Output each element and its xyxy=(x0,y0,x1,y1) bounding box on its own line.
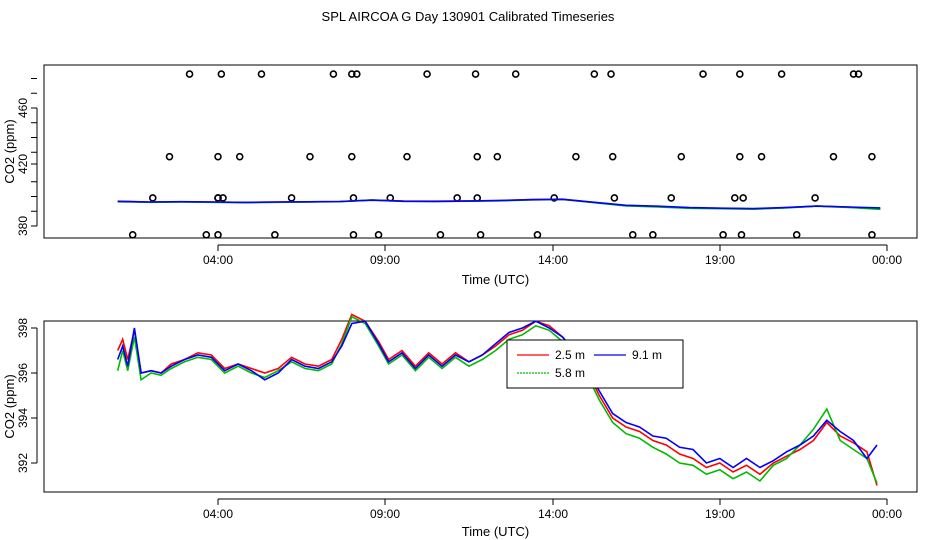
cal-point xyxy=(214,231,222,239)
x-tick-label: 00:00 xyxy=(872,253,902,267)
series-line-9-1-m xyxy=(117,198,881,210)
cal-point xyxy=(829,152,838,161)
cal-point xyxy=(719,231,727,239)
panel-overview: 04:00 09:00 14:00 19:00 00:00 Time (UTC) 380 42… xyxy=(2,64,918,287)
cal-point xyxy=(165,152,174,161)
cal-point xyxy=(471,70,480,78)
x-axis-label: Time (UTC) xyxy=(462,272,529,287)
cal-point xyxy=(214,152,222,161)
y-axis-label: CO2 (ppm) xyxy=(2,374,17,438)
cal-point xyxy=(737,231,746,239)
cal-point xyxy=(493,152,502,161)
cal-point xyxy=(731,194,739,202)
cal-point xyxy=(550,194,558,202)
y-tick-label: 420 xyxy=(16,154,30,174)
cal-point xyxy=(757,152,766,161)
cal-point xyxy=(868,231,876,239)
cal-point xyxy=(403,152,411,161)
x-tick-label: 09:00 xyxy=(370,253,400,267)
legend-label: 9.1 m xyxy=(632,348,662,362)
cal-point xyxy=(453,194,461,202)
cal-point xyxy=(854,70,863,78)
cal-point xyxy=(739,194,747,202)
cal-point xyxy=(511,70,520,78)
cal-point xyxy=(271,231,279,239)
x-tick-label: 04:00 xyxy=(203,253,233,267)
x-tick-label: 19:00 xyxy=(705,253,735,267)
cal-point xyxy=(185,70,194,78)
y-tick-label: 396 xyxy=(16,363,30,383)
cal-point xyxy=(306,152,314,161)
cal-point xyxy=(792,231,801,239)
series-line-2-5-m xyxy=(116,313,878,486)
cal-point xyxy=(533,231,542,239)
cal-point xyxy=(608,152,617,161)
cal-point xyxy=(347,152,356,161)
legend-label: 5.8 m xyxy=(555,366,585,380)
y-axis-label: CO2 (ppm) xyxy=(2,119,17,183)
y-tick-label: 398 xyxy=(16,318,30,338)
x-tick-label: 14:00 xyxy=(538,507,568,521)
cal-point xyxy=(849,70,858,78)
legend-label: 2.5 m xyxy=(555,348,585,362)
cal-point xyxy=(347,70,356,78)
x-tick-label: 19:00 xyxy=(705,507,735,521)
x-tick-label: 14:00 xyxy=(538,253,568,267)
cal-point xyxy=(610,194,619,202)
y-tick-label: 394 xyxy=(16,408,30,428)
cal-point xyxy=(329,70,338,78)
cal-point xyxy=(473,152,482,161)
chart-title: SPL AIRCOA G Day 130901 Calibrated Times… xyxy=(321,9,615,24)
cal-point xyxy=(699,70,707,78)
cal-point xyxy=(257,70,266,78)
cal-point xyxy=(287,194,296,202)
y-tick-label: 460 xyxy=(16,98,30,118)
cal-point xyxy=(590,70,599,78)
cal-point xyxy=(219,194,227,202)
cal-point xyxy=(649,231,657,239)
cal-point xyxy=(217,70,226,78)
cal-point xyxy=(128,231,137,239)
plot-frame xyxy=(43,320,918,493)
cal-point xyxy=(214,194,222,202)
cal-point xyxy=(349,231,358,239)
cal-point xyxy=(235,152,244,161)
cal-point xyxy=(736,152,744,161)
series-line-5-8-m xyxy=(116,315,878,484)
plot-frame xyxy=(43,64,918,239)
cal-point xyxy=(667,194,676,202)
legend-box xyxy=(506,339,684,389)
cal-point xyxy=(677,152,686,161)
cal-point xyxy=(374,231,383,239)
cal-point xyxy=(353,70,361,78)
cal-point xyxy=(607,70,615,78)
cal-point xyxy=(148,194,157,202)
cal-point xyxy=(436,231,445,239)
series-line-9-1-m xyxy=(116,320,878,469)
x-axis-label: Time (UTC) xyxy=(462,524,529,539)
cal-point xyxy=(777,70,786,78)
cal-point xyxy=(811,194,819,202)
y-tick-label: 392 xyxy=(16,453,30,473)
cal-point xyxy=(628,231,637,239)
cal-point xyxy=(868,152,876,161)
panel-detail: 04:00 09:00 14:00 19:00 00:00 Time (UTC) 392 39… xyxy=(2,313,918,539)
cal-point xyxy=(202,231,211,239)
x-tick-label: 09:00 xyxy=(370,507,400,521)
cal-point xyxy=(736,70,744,78)
x-tick-label: 00:00 xyxy=(872,507,902,521)
cal-point xyxy=(572,152,580,161)
y-tick-label: 380 xyxy=(16,216,30,236)
x-tick-label: 04:00 xyxy=(203,507,233,521)
cal-point xyxy=(423,70,431,78)
cal-point xyxy=(476,231,485,239)
